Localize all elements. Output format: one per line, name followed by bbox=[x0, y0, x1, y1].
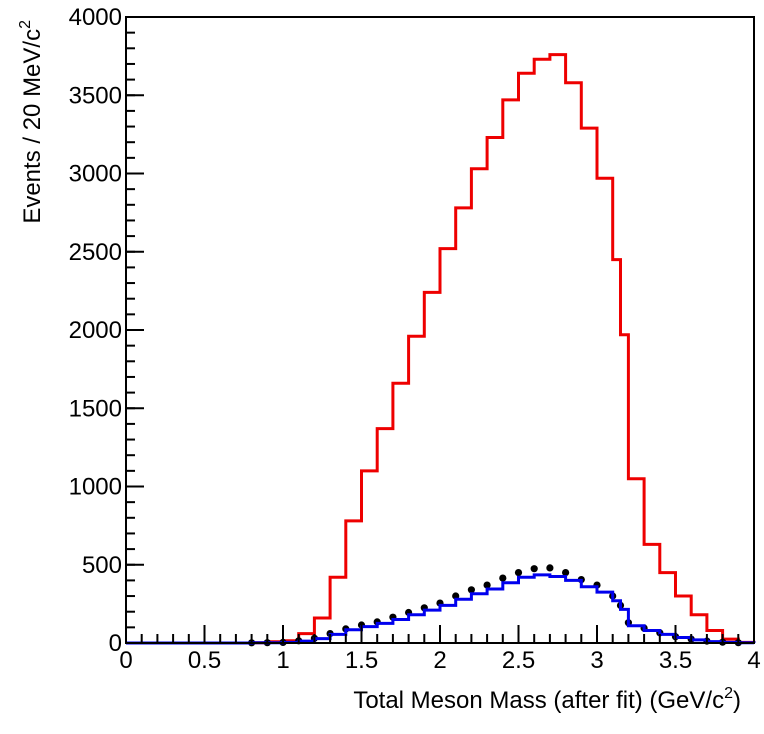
x-tick-label-2: 1 bbox=[276, 647, 289, 674]
y-axis-title: Events / 20 MeV/c2 bbox=[17, 20, 46, 224]
y-tick-label-3: 1500 bbox=[69, 395, 122, 422]
x-axis-title-close: ) bbox=[733, 687, 741, 714]
series-1-point-14 bbox=[467, 586, 475, 594]
x-axis-title: Total Meson Mass (after fit) (GeV/c2) bbox=[353, 685, 741, 714]
x-tick-label-8: 4 bbox=[747, 647, 760, 674]
series-1-point-17 bbox=[514, 569, 523, 577]
x-tick-label-3: 1.5 bbox=[345, 647, 378, 674]
y-tick-label-6: 3000 bbox=[69, 161, 122, 188]
axes-layer: 0 0.5 1 1.5 2 2.5 3 3.5 4 0 500 1000 1500 2000 2500 300… bbox=[69, 4, 761, 674]
x-tick-label-0: 0 bbox=[119, 647, 132, 674]
series-1-point-15 bbox=[483, 581, 491, 589]
y-axis-title-superscript: 2 bbox=[17, 20, 34, 29]
x-tick-label-7: 3.5 bbox=[659, 647, 692, 674]
y-tick-label-8: 4000 bbox=[69, 4, 122, 31]
y-tick-label-4: 2000 bbox=[69, 317, 122, 344]
x-tick-label-5: 2.5 bbox=[502, 647, 535, 674]
y-tick-label-1: 500 bbox=[82, 552, 122, 579]
x-tick-label-6: 3 bbox=[590, 647, 603, 674]
x-axis-title-main: Total Meson Mass (after fit) (GeV/c bbox=[353, 687, 724, 714]
labels-layer: Total Meson Mass (after fit) (GeV/c2) Ev… bbox=[17, 20, 741, 714]
series-0-step-line bbox=[126, 53, 756, 645]
y-axis-title-main: Events / 20 MeV/c bbox=[19, 29, 46, 224]
y-tick-label-0: 0 bbox=[109, 630, 122, 657]
series-1-point-19 bbox=[546, 564, 554, 572]
x-axis-title-superscript: 2 bbox=[724, 685, 733, 702]
series-1-point-20 bbox=[562, 569, 570, 577]
series-1-point-16 bbox=[499, 574, 507, 582]
series-layer bbox=[126, 53, 756, 647]
y-tick-label-5: 2500 bbox=[69, 239, 122, 266]
series-1-point-18 bbox=[530, 565, 538, 573]
x-tick-label-4: 2 bbox=[433, 647, 446, 674]
y-tick-label-2: 1000 bbox=[69, 474, 122, 501]
x-tick-label-1: 0.5 bbox=[188, 647, 221, 674]
y-tick-label-7: 3500 bbox=[69, 82, 122, 109]
